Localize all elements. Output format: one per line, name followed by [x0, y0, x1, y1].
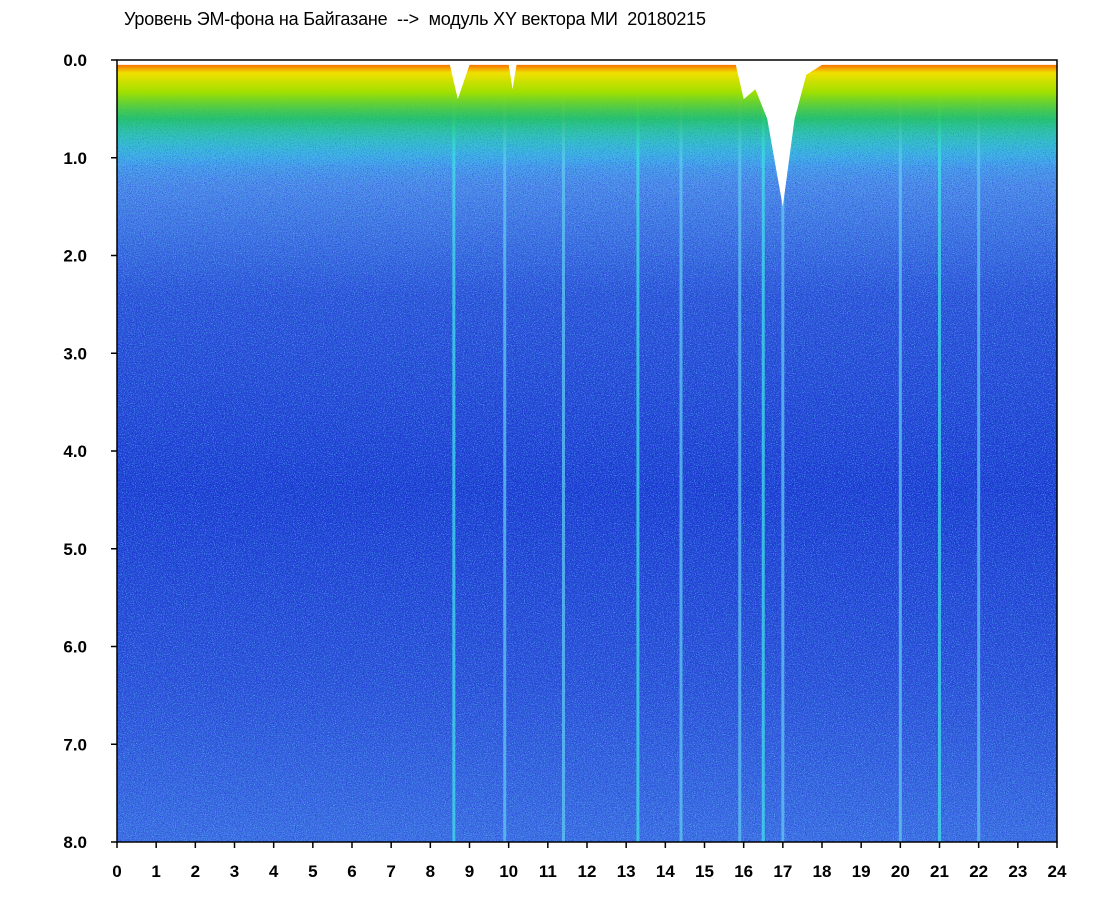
vertical-streak: [562, 60, 565, 842]
vertical-streak: [761, 60, 765, 842]
x-tick-label: 12: [578, 862, 597, 881]
x-tick-label: 20: [891, 862, 910, 881]
x-tick-label: 21: [930, 862, 949, 881]
x-tick-label: 5: [308, 862, 317, 881]
chart-title: Уровень ЭМ-фона на Байгазане --> модуль …: [124, 9, 706, 29]
y-tick-label: 8.0: [63, 833, 87, 852]
vertical-streak: [738, 60, 742, 842]
heatmap-speckle-dark: [117, 60, 1057, 842]
y-tick-label: 4.0: [63, 442, 87, 461]
x-tick-label: 3: [230, 862, 239, 881]
x-tick-label: 19: [852, 862, 871, 881]
x-tick-label: 14: [656, 862, 675, 881]
y-tick-label: 3.0: [63, 344, 87, 363]
top-intensity-band: [117, 60, 1057, 168]
x-tick-label: 18: [813, 862, 832, 881]
vertical-streak: [977, 60, 981, 842]
x-tick-label: 11: [539, 862, 557, 881]
x-tick-label: 13: [617, 862, 636, 881]
y-tick-label: 7.0: [63, 735, 87, 754]
x-tick-label: 7: [386, 862, 395, 881]
x-tick-label: 23: [1008, 862, 1027, 881]
x-tick-label: 10: [499, 862, 518, 881]
y-tick-label: 2.0: [63, 247, 87, 266]
y-tick-label: 5.0: [63, 540, 87, 559]
x-axis: 0 1 2 3 4 5 6 7 8 9 10 11 12 13 14 15 16 17 18 19 20 21 22 23 24: [112, 842, 1067, 881]
x-tick-label: 4: [269, 862, 279, 881]
y-tick-label: 0.0: [63, 51, 87, 70]
x-tick-label: 9: [465, 862, 474, 881]
vertical-streak: [503, 60, 507, 842]
x-tick-label: 15: [695, 862, 714, 881]
vertical-streak: [898, 60, 902, 842]
vertical-streak: [679, 60, 683, 842]
plot-area: [117, 60, 1057, 842]
vertical-streaks: [452, 60, 981, 842]
y-axis: 0.0 1.0 2.0 3.0 4.0 5.0 6.0 7.0 8.0: [63, 51, 117, 852]
x-tick-label: 17: [773, 862, 792, 881]
y-tick-label: 6.0: [63, 638, 87, 657]
x-tick-label: 2: [191, 862, 200, 881]
x-tick-label: 24: [1048, 862, 1067, 881]
x-tick-label: 1: [151, 862, 160, 881]
x-tick-label: 6: [347, 862, 356, 881]
x-tick-label: 22: [969, 862, 988, 881]
y-tick-label: 1.0: [63, 149, 87, 168]
vertical-streak: [636, 60, 640, 842]
x-tick-label: 16: [734, 862, 753, 881]
x-tick-label: 0: [112, 862, 121, 881]
vertical-streak: [938, 60, 941, 842]
vertical-streak: [452, 60, 456, 842]
vertical-streak: [781, 60, 785, 842]
x-tick-label: 8: [426, 862, 435, 881]
